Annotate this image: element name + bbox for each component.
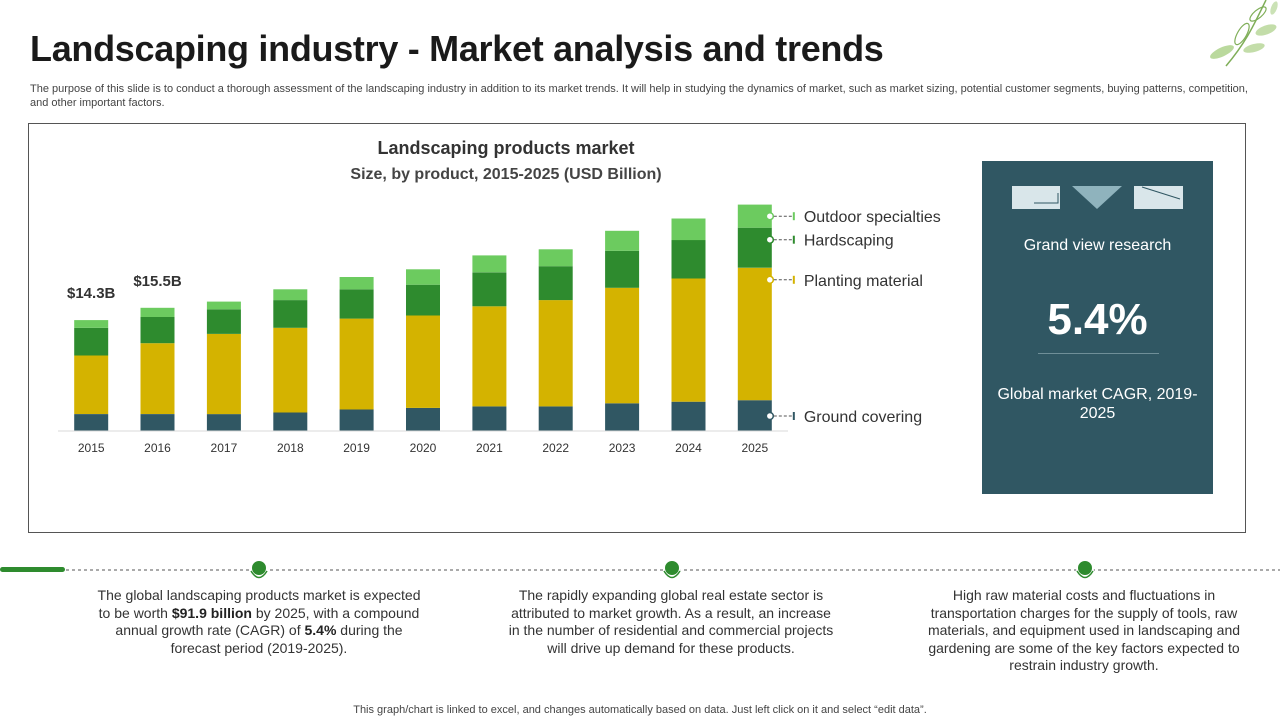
chart-subtitle: Size, by product, 2015-2025 (USD Billion… [298, 166, 714, 184]
insight-restraints: High raw material costs and fluctuations… [919, 587, 1249, 675]
timeline-pin-icon [1077, 560, 1093, 578]
timeline-progress [0, 567, 65, 572]
leaf-decoration-icon [1196, 0, 1280, 72]
panel-decoration-icon [1010, 185, 1186, 211]
panel-divider [1038, 353, 1159, 354]
insight-market-size: The global landscaping products market i… [94, 587, 424, 657]
page-subtitle: The purpose of this slide is to conduct … [30, 82, 1250, 110]
page-title: Landscaping industry - Market analysis a… [30, 28, 884, 70]
panel-caption: Global market CAGR, 2019-2025 [992, 385, 1203, 423]
timeline-pin-icon [664, 560, 680, 578]
cagr-value: 5.4% [982, 295, 1213, 345]
footnote: This graph/chart is linked to excel, and… [0, 704, 1280, 716]
timeline-pin-icon [251, 560, 267, 578]
timeline [0, 560, 1280, 584]
panel-source: Grand view research [982, 237, 1213, 255]
cagr-panel: Grand view research 5.4% Global market C… [982, 161, 1213, 494]
chart-title: Landscaping products market [318, 138, 694, 159]
insight-real-estate: The rapidly expanding global real estate… [506, 587, 836, 657]
